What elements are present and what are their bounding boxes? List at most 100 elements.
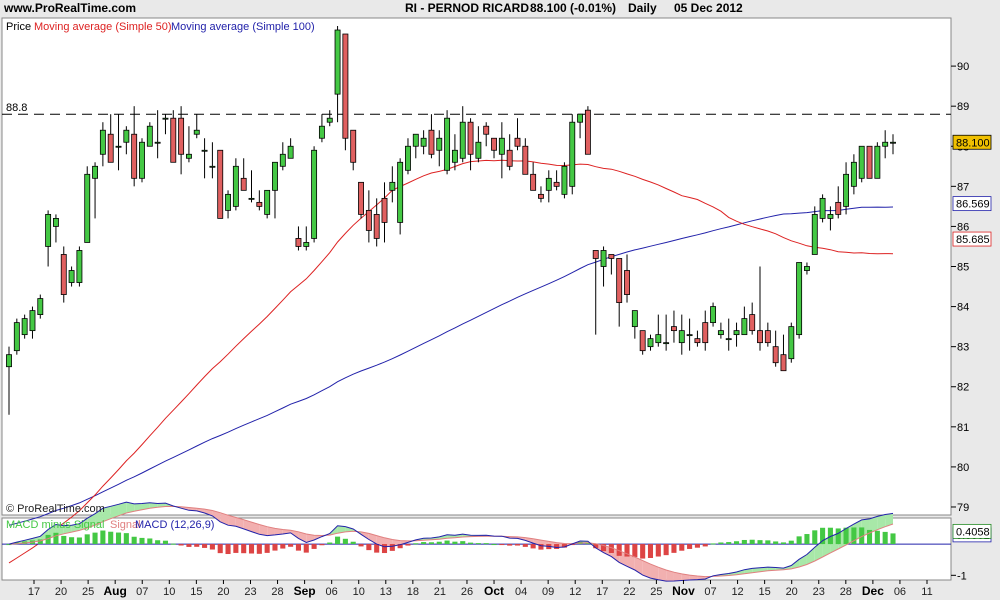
macd-histogram-bar: [170, 543, 176, 545]
candle: [577, 113, 584, 139]
macd-histogram-bar: [788, 540, 794, 545]
candle-body: [819, 197, 826, 219]
candle-body: [256, 201, 263, 207]
candle: [107, 114, 114, 163]
candle: [123, 126, 130, 155]
candle-body: [741, 318, 748, 336]
candle: [326, 110, 333, 127]
candle-body: [843, 173, 850, 207]
macd-histogram-bar: [342, 538, 348, 545]
candle: [639, 330, 646, 355]
macd-histogram-bar: [264, 544, 270, 553]
macd-histogram-bar: [866, 529, 873, 545]
macd-line: [8, 501, 894, 582]
site-url[interactable]: www.ProRealTime.com: [4, 1, 137, 15]
candle-body: [334, 29, 341, 95]
macd-fill: [126, 502, 135, 514]
macd-fill: [533, 538, 541, 546]
candle-body: [522, 145, 529, 175]
candle-body: [780, 354, 787, 372]
macd-histogram-bar: [765, 540, 771, 545]
candle: [569, 114, 576, 195]
candle: [412, 133, 419, 159]
candle-body: [858, 145, 865, 179]
candle-body: [874, 145, 881, 179]
macd-fill: [228, 515, 236, 527]
candle-body: [459, 121, 466, 159]
macd-histogram-bar: [374, 544, 380, 553]
candle: [561, 162, 568, 199]
macd-histogram-bar: [366, 544, 372, 551]
candle-body: [326, 117, 333, 123]
x-date-label: 09: [542, 586, 554, 598]
candle: [717, 322, 724, 339]
candle-body: [295, 238, 302, 247]
candle: [350, 129, 357, 171]
macd-fill: [204, 509, 213, 516]
candle: [757, 266, 763, 351]
macd-histogram-bar: [655, 544, 661, 557]
candle-body: [365, 209, 372, 231]
candle: [365, 190, 372, 243]
candle: [154, 110, 161, 159]
candle: [428, 114, 435, 159]
x-date-label: 20: [55, 586, 67, 598]
macd-fill: [290, 530, 299, 539]
candle-body: [358, 181, 364, 215]
macd-histogram-bar: [436, 541, 442, 545]
candle-body: [890, 141, 896, 144]
ma100-badge: [952, 196, 992, 212]
header-date: 05 Dec 2012: [674, 1, 743, 15]
candle: [6, 346, 12, 415]
candle-body: [717, 330, 724, 336]
candle-body: [866, 145, 873, 179]
candle: [193, 114, 200, 139]
candle: [52, 214, 59, 243]
candle-body: [318, 125, 325, 139]
candle-body: [436, 137, 443, 151]
candle-body: [733, 330, 740, 336]
candle: [405, 138, 411, 175]
candle-body: [154, 141, 161, 144]
candle: [725, 318, 732, 351]
candle-body: [757, 330, 763, 344]
candle: [858, 145, 865, 183]
candle-body: [835, 201, 842, 215]
y-tick-label: 79: [957, 502, 969, 514]
macd-fill: [274, 528, 283, 535]
x-date-label: 21: [434, 586, 446, 598]
candle: [21, 314, 28, 339]
x-date-label: 10: [353, 586, 365, 598]
x-date-label: 11: [921, 586, 932, 598]
candle: [624, 254, 630, 303]
macd-histogram-bar: [601, 544, 607, 552]
candle-body: [577, 113, 584, 123]
candle-body: [608, 254, 615, 259]
signal-line: [8, 505, 894, 578]
candle: [475, 126, 482, 163]
x-month-label: Nov: [672, 584, 695, 598]
macd-histogram-bar: [804, 534, 810, 545]
candle-body: [428, 129, 435, 155]
candle-body: [225, 193, 231, 211]
macd-histogram-bar: [530, 544, 536, 549]
candle: [819, 194, 826, 223]
macd-histogram-bar: [69, 537, 75, 545]
x-date-label: 10: [163, 586, 175, 598]
x-date-label: 28: [271, 586, 283, 598]
candle-body: [342, 33, 349, 139]
macd-histogram-bar: [733, 541, 740, 545]
candle-body: [514, 137, 521, 147]
copyright-watermark: © ProRealTime.com: [6, 503, 105, 515]
x-date-label: 20: [786, 586, 798, 598]
macd-fill: [79, 518, 88, 531]
candle: [272, 161, 278, 219]
candle-body: [827, 213, 834, 219]
macd-histogram-bar: [585, 542, 591, 545]
macd-histogram-bar: [100, 530, 106, 545]
macd-histogram-bar: [335, 536, 341, 545]
macd-histogram-bar: [311, 544, 317, 549]
candle: [608, 254, 615, 275]
macd-histogram-bar: [84, 534, 90, 545]
